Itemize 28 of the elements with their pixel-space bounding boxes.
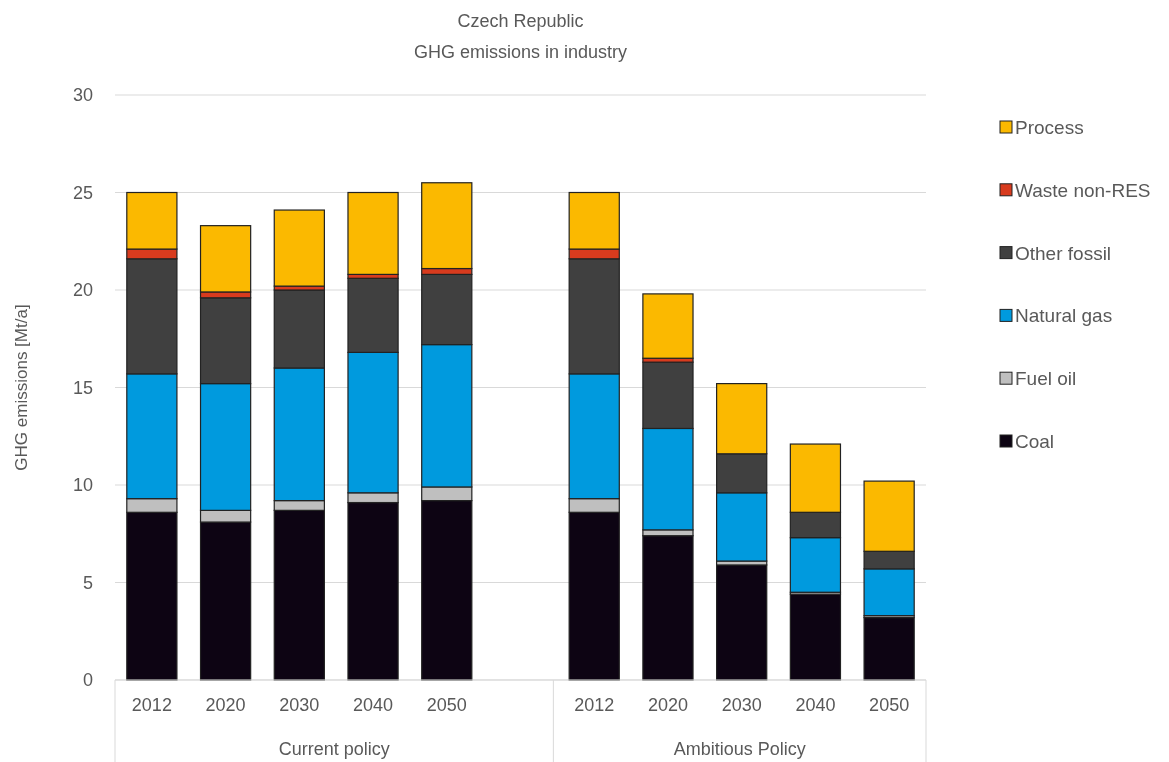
legend-label: Coal bbox=[1015, 431, 1055, 452]
x-tick-label: 2020 bbox=[647, 694, 688, 715]
legend-label: Process bbox=[1015, 117, 1084, 138]
y-tick-label: 25 bbox=[72, 182, 93, 203]
chart-subtitle: GHG emissions in industry bbox=[413, 42, 628, 62]
legend-label: Fuel oil bbox=[1015, 368, 1077, 390]
legend-label: Natural gas bbox=[1015, 305, 1113, 327]
y-tick-label: 20 bbox=[72, 280, 93, 301]
x-tick-label: 2020 bbox=[205, 694, 246, 715]
y-axis-title: GHG emissions [Mt/a] bbox=[12, 304, 31, 471]
y-tick-label: 10 bbox=[72, 475, 93, 496]
text: Ambitious Policy bbox=[673, 739, 806, 759]
x-tick-label: 2012 bbox=[131, 694, 172, 715]
x-tick-label: 2030 bbox=[721, 694, 762, 715]
x-tick-label: 2040 bbox=[795, 694, 836, 715]
y-tick-label: 0 bbox=[82, 670, 93, 691]
y-tick-label: 5 bbox=[82, 572, 93, 593]
legend-label: Waste non-RES bbox=[1015, 179, 1151, 201]
legend-label: Other fossil bbox=[1015, 242, 1112, 264]
x-tick-label: 2050 bbox=[426, 694, 467, 715]
x-tick-label: 2040 bbox=[353, 694, 394, 715]
x-tick-label: 2012 bbox=[574, 694, 615, 715]
chart-title: Czech Republic bbox=[457, 11, 584, 31]
x-tick-label: 2030 bbox=[279, 694, 320, 715]
text: Current policy bbox=[278, 739, 390, 759]
y-tick-label: 30 bbox=[72, 85, 93, 106]
y-tick-label: 15 bbox=[72, 377, 93, 398]
x-tick-label: 2050 bbox=[869, 694, 910, 715]
